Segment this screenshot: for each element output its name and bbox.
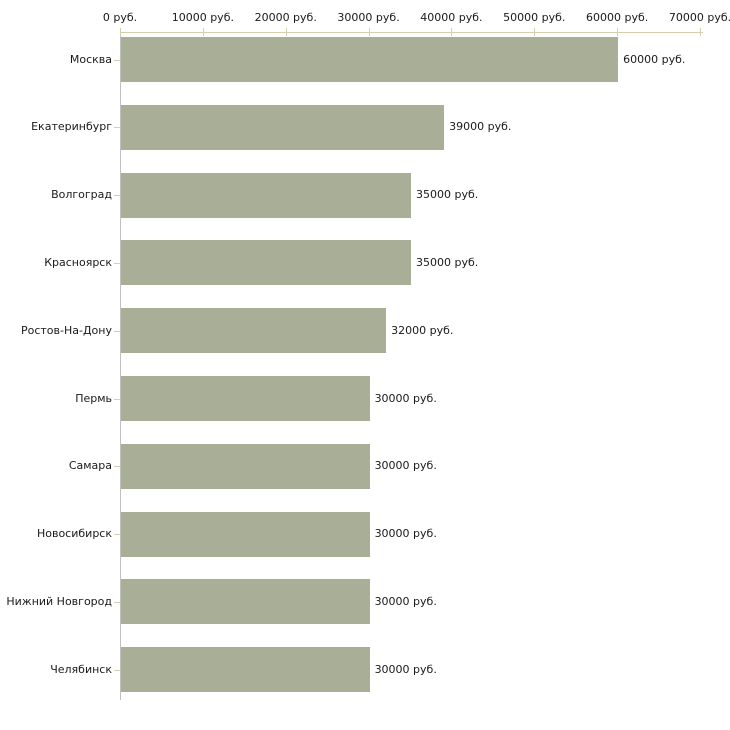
category-label: Красноярск [44, 255, 112, 269]
value-label: 30000 руб. [374, 662, 437, 676]
y-axis-tick [114, 534, 120, 536]
bar [121, 240, 411, 286]
y-axis-tick [114, 262, 120, 264]
bar [121, 443, 370, 489]
value-label: 60000 руб. [623, 52, 686, 66]
category-label: Пермь [75, 391, 112, 405]
x-axis-tick-label: 40000 руб. [420, 11, 483, 24]
x-axis-tick-label: 20000 руб. [254, 11, 317, 24]
x-axis-tick [700, 28, 701, 36]
bar [121, 104, 445, 150]
bar [121, 579, 370, 625]
y-axis-tick [114, 330, 120, 332]
value-label: 35000 руб. [416, 255, 479, 269]
x-axis-tick [534, 28, 536, 36]
x-axis-tick [202, 28, 204, 36]
y-axis-tick [114, 669, 120, 671]
y-axis-tick [114, 127, 120, 129]
bar [121, 647, 370, 693]
y-axis-tick [114, 466, 120, 468]
x-axis-tick [451, 28, 453, 36]
y-axis-tick [114, 398, 120, 400]
y-axis-line [120, 32, 121, 700]
x-axis-line [120, 32, 703, 33]
x-axis-tick [120, 28, 121, 36]
x-axis-tick-label: 60000 руб. [586, 11, 649, 24]
value-label: 30000 руб. [374, 459, 437, 473]
category-label: Москва [69, 52, 112, 66]
x-axis-tick [368, 28, 370, 36]
x-axis-tick [285, 28, 287, 36]
x-axis-tick-label: 10000 руб. [171, 11, 234, 24]
category-label: Екатеринбург [31, 120, 112, 134]
x-axis-tick-label: 30000 руб. [337, 11, 400, 24]
category-label: Волгоград [51, 188, 112, 202]
value-label: 39000 руб. [449, 120, 512, 134]
category-label: Самара [68, 459, 112, 473]
category-label: Челябинск [50, 662, 112, 676]
x-axis-tick-label: 50000 руб. [503, 11, 566, 24]
bar [121, 37, 619, 82]
bar [121, 511, 370, 557]
value-label: 35000 руб. [416, 188, 479, 202]
bar [121, 172, 411, 218]
x-axis-tick-label: 70000 руб. [668, 11, 730, 24]
x-axis-tick-label: 0 руб. [102, 11, 138, 24]
bar [121, 376, 370, 421]
value-label: 30000 руб. [374, 594, 437, 608]
value-label: 30000 руб. [374, 527, 437, 541]
category-label: Ростов-На-Дону [20, 323, 112, 337]
value-label: 30000 руб. [374, 391, 437, 405]
y-axis-tick [114, 59, 120, 61]
x-axis-tick [617, 28, 619, 36]
y-axis-tick [114, 195, 120, 197]
y-axis-tick [114, 601, 120, 603]
category-label: Нижний Новгород [6, 594, 112, 608]
bar [121, 308, 387, 354]
category-label: Новосибирск [36, 527, 112, 541]
value-label: 32000 руб. [391, 323, 454, 337]
